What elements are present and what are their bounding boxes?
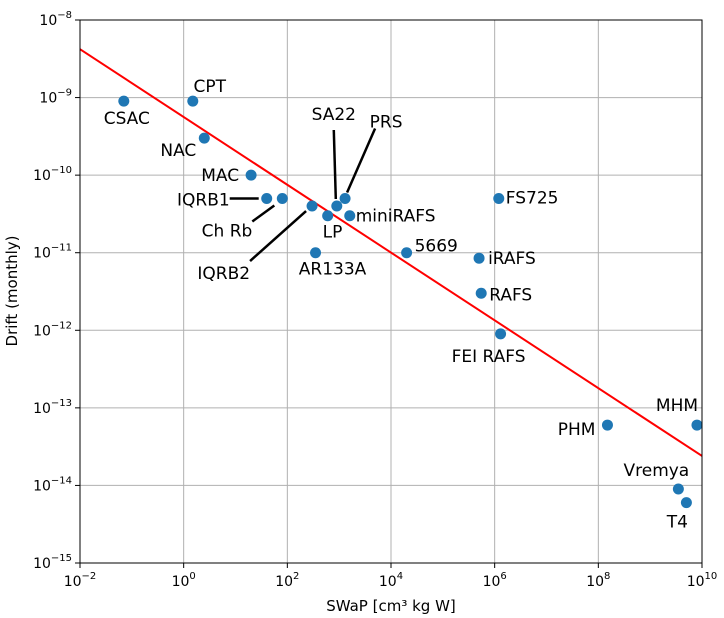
data-point-ar133a <box>310 247 322 259</box>
data-point-iqrb1 <box>261 192 273 204</box>
x-tick-label: 106 <box>483 571 507 590</box>
y-tick-label: 10−9 <box>39 88 72 107</box>
x-tick-label: 1010 <box>687 571 718 590</box>
data-point-minirafs <box>344 210 356 222</box>
point-label-iqrb1: IQRB1 <box>177 190 230 210</box>
x-tick-label: 100 <box>172 571 196 590</box>
data-point-ch-rb <box>276 192 288 204</box>
point-label-csac: CSAC <box>104 109 150 129</box>
data-point-sa22 <box>331 200 343 212</box>
data-point-iqrb2 <box>306 200 318 212</box>
point-label-phm: PHM <box>558 420 596 440</box>
y-tick-label: 10−11 <box>33 243 72 262</box>
point-label-irafs: iRAFS <box>488 249 536 269</box>
data-point-fei-rafs <box>495 328 507 340</box>
x-tick-label: 10−2 <box>64 571 97 590</box>
leader-line-sa22 <box>332 129 338 200</box>
point-label-fei-rafs: FEI RAFS <box>452 347 526 367</box>
data-point-rafs <box>475 287 487 299</box>
point-label-minirafs: miniRAFS <box>356 207 436 227</box>
point-label-lp: LP <box>323 223 343 243</box>
point-label-ar133a: AR133A <box>299 260 367 280</box>
point-label-prs: PRS <box>370 112 403 132</box>
data-point-nac <box>198 132 210 144</box>
y-tick-label: 10−15 <box>33 553 72 572</box>
y-tick-label: 10−12 <box>33 320 72 339</box>
x-axis-label: SWaP [cm³ kg W] <box>326 597 456 615</box>
point-label-iqrb2: IQRB2 <box>197 264 250 284</box>
point-label-mhm: MHM <box>656 396 698 416</box>
y-tick-label: 10−13 <box>33 398 72 417</box>
point-label-vremya: Vremya <box>623 461 689 481</box>
point-label-ch-rb: Ch Rb <box>202 221 253 241</box>
x-tick-label: 102 <box>275 571 299 590</box>
leader-lines <box>229 127 377 262</box>
grid-lines <box>79 19 703 564</box>
data-point-t4 <box>680 497 692 509</box>
point-label-cpt: CPT <box>194 77 227 97</box>
y-tick-label: 10−10 <box>33 165 72 184</box>
data-point-fs725 <box>493 192 505 204</box>
point-label-5669: 5669 <box>415 237 458 257</box>
x-tick-label: 108 <box>586 571 610 590</box>
y-axis-label: Drift (monthly) <box>3 236 21 347</box>
y-tick-label: 10−8 <box>39 10 72 29</box>
data-point-mhm <box>691 419 703 431</box>
point-label-rafs: RAFS <box>489 285 532 305</box>
point-label-nac: NAC <box>160 141 196 161</box>
data-point-prs <box>339 192 351 204</box>
point-label-mac: MAC <box>201 166 239 186</box>
y-tick-label: 10−14 <box>33 475 72 494</box>
x-tick-label: 104 <box>379 571 403 590</box>
x-axis-ticks: 10−2 100 102 104 106 108 1010 <box>64 563 718 590</box>
fit-line-layer <box>79 48 703 457</box>
data-points <box>118 95 703 509</box>
data-point-phm <box>601 419 613 431</box>
data-point-irafs <box>473 252 485 264</box>
leader-line-ch-rb <box>251 204 276 223</box>
leader-line-iqrb2 <box>249 210 307 262</box>
data-point-csac <box>118 95 130 107</box>
leader-line-prs <box>345 127 377 193</box>
point-label-sa22: SA22 <box>312 105 356 125</box>
fit-line <box>79 48 703 457</box>
data-point-mac <box>245 169 257 181</box>
data-point-cpt <box>187 95 199 107</box>
point-label-t4: T4 <box>666 513 688 533</box>
data-point-lp <box>322 210 334 222</box>
data-point-5669 <box>401 247 413 259</box>
point-label-fs725: FS725 <box>506 188 559 208</box>
y-axis-ticks: 10−8 10−9 10−10 10−11 10−12 10−13 10−14 10−15 <box>33 10 80 572</box>
data-point-vremya <box>672 483 684 495</box>
